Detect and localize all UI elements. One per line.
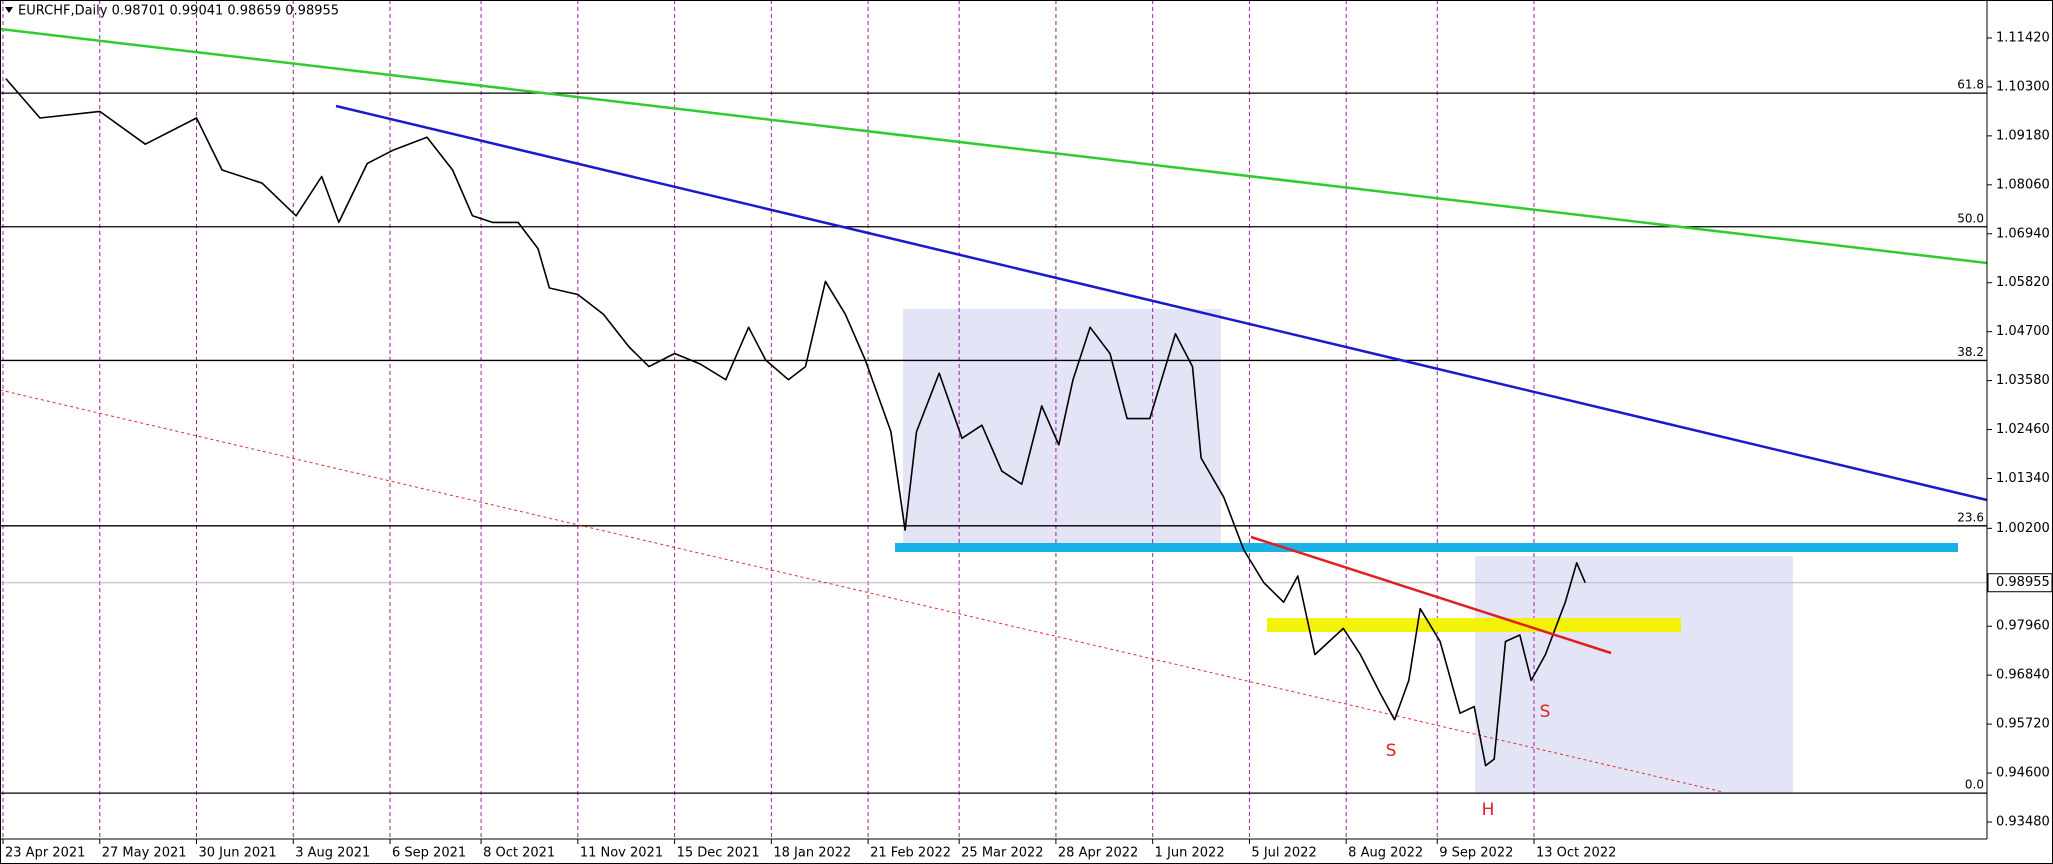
fib-label: 0.0 [1965, 778, 1984, 792]
x-tick-label: 21 Feb 2022 [870, 846, 951, 861]
x-tick-label: 13 Oct 2022 [1536, 846, 1616, 861]
y-tick-label: 1.03580 [1996, 373, 2050, 388]
x-tick-label: 6 Sep 2021 [392, 846, 466, 861]
last-price-box [1987, 573, 2053, 593]
y-tick-label: 1.08060 [1996, 177, 2050, 192]
x-tick-label: 8 Oct 2021 [483, 846, 555, 861]
y-tick-label: 1.09180 [1996, 128, 2050, 143]
axes: 23 Apr 2021 27 May 2021 30 Jun 2021 3 Aug 2… [2, 30, 2053, 861]
pattern-label: H [1482, 800, 1495, 820]
y-tick-label: 1.01340 [1996, 471, 2050, 486]
pattern-label: S [1386, 741, 1397, 761]
x-tick-label: 3 Aug 2021 [295, 846, 370, 861]
last-price-label: 0.98955 [1996, 575, 2050, 590]
neckline [1250, 535, 1612, 655]
y-tick-label: 0.97960 [1996, 619, 2050, 634]
pattern-label: S [1540, 702, 1551, 722]
y-tick-label: 1.05820 [1996, 275, 2050, 290]
x-tick-label: 9 Sep 2022 [1439, 846, 1513, 861]
y-tick-label: 0.96840 [1996, 668, 2050, 683]
green-trendline [0, 27, 1988, 265]
fib-label: 50.0 [1957, 211, 1984, 225]
y-tick-label: 1.00200 [1996, 521, 2050, 536]
x-tick-label: 25 Mar 2022 [961, 846, 1043, 861]
trendlines [0, 27, 1988, 793]
x-tick-label: 11 Nov 2021 [580, 846, 663, 861]
y-tick-label: 0.95720 [1996, 717, 2050, 732]
y-tick-label: 1.10300 [1996, 79, 2050, 94]
x-tick-label: 27 May 2021 [102, 846, 187, 861]
y-tick-label: 1.06940 [1996, 226, 2050, 241]
fibonacci: 61.8 50.0 38.2 23.6 0.0 [0, 78, 1987, 794]
support-zone [895, 543, 1958, 552]
channel-line [0, 389, 1724, 793]
y-tick-label: 0.93480 [1996, 814, 2050, 829]
plot [5, 78, 1586, 767]
y-tick-label: 1.11420 [1996, 30, 2050, 45]
x-tick-label: 1 Jun 2022 [1155, 846, 1225, 861]
fib-label: 38.2 [1957, 345, 1984, 359]
blue-trendline [335, 104, 1988, 502]
x-tick-label: 8 Aug 2022 [1348, 846, 1423, 861]
fib-label: 61.8 [1957, 78, 1984, 92]
chart-title: EURCHF,Daily 0.98701 0.99041 0.98659 0.9… [18, 4, 339, 19]
x-tick-label: 5 Jul 2022 [1251, 846, 1316, 861]
title-marker [5, 7, 13, 13]
x-tick-label: 28 Apr 2022 [1058, 846, 1138, 861]
target-box [1475, 556, 1793, 793]
x-tick-label: 15 Dec 2021 [677, 846, 760, 861]
neckline-zone [1267, 618, 1681, 632]
y-tick-label: 0.94600 [1996, 766, 2050, 781]
x-tick-label: 23 Apr 2021 [5, 846, 85, 861]
y-tick-label: 1.02460 [1996, 422, 2050, 437]
y-tick-label: 1.04700 [1996, 324, 2050, 339]
price-line [5, 78, 1586, 767]
fib-label: 23.6 [1957, 510, 1984, 524]
x-tick-label: 18 Jan 2022 [773, 846, 851, 861]
x-tick-label: 30 Jun 2021 [199, 846, 277, 861]
